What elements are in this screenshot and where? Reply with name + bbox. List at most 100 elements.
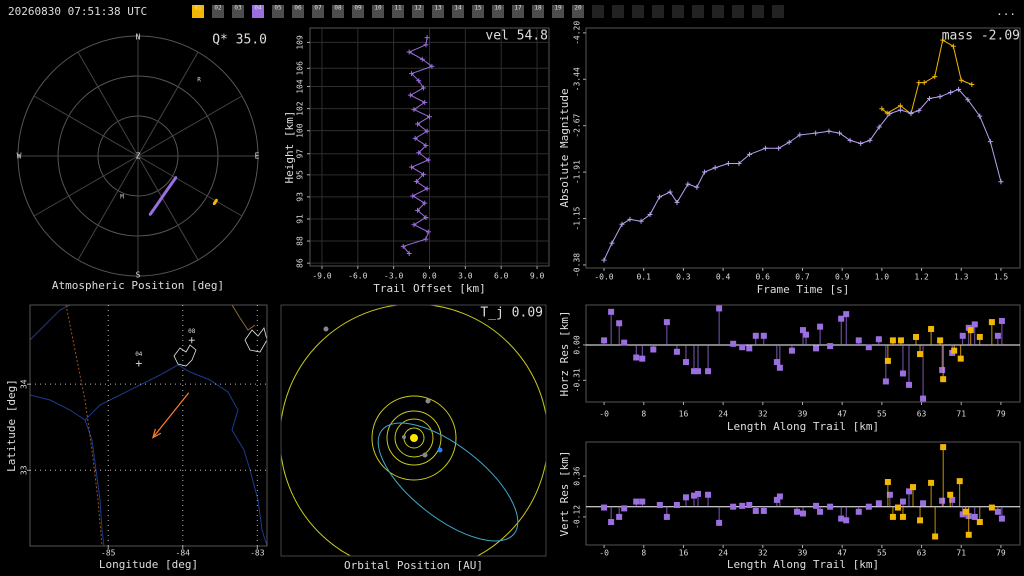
point-marker xyxy=(409,71,415,77)
residual-point xyxy=(899,498,906,505)
polar-spoke xyxy=(137,51,199,157)
station-label: 04 xyxy=(135,351,143,358)
x-tick-label: -85 xyxy=(101,549,116,558)
track-point xyxy=(215,198,218,202)
camera-tab[interactable] xyxy=(572,5,584,18)
camera-tab[interactable] xyxy=(192,5,204,18)
residual-point xyxy=(998,515,1005,522)
point-marker xyxy=(712,165,718,171)
residual-point xyxy=(928,325,935,332)
y-tick-label: 97 xyxy=(296,149,305,159)
annotation: vel 54.8 xyxy=(485,29,548,44)
point-marker xyxy=(725,160,731,166)
point-marker xyxy=(411,107,417,113)
camera-tab-label: 11 xyxy=(394,5,402,12)
coastline xyxy=(30,305,71,341)
residual-point xyxy=(884,357,891,364)
residual-point xyxy=(793,508,800,515)
residual-point xyxy=(940,376,947,383)
y-tick-label: 100 xyxy=(296,123,305,138)
x-tick-label: 0.1 xyxy=(636,273,651,282)
planet xyxy=(425,398,431,404)
camera-tab[interactable] xyxy=(532,5,544,18)
camera-tab[interactable] xyxy=(472,5,484,18)
residual-point xyxy=(875,500,882,507)
y-tick-label: -0.31 xyxy=(573,368,582,392)
x-tick-label: 55 xyxy=(877,549,887,558)
empty-tab xyxy=(592,5,604,18)
camera-tab[interactable] xyxy=(292,5,304,18)
residual-point xyxy=(800,510,806,517)
residual-point xyxy=(682,494,689,501)
residual-point xyxy=(663,319,670,326)
residual-point xyxy=(601,337,608,344)
camera-tab-label: 09 xyxy=(354,5,362,12)
residual-point xyxy=(730,340,737,347)
empty-tab xyxy=(752,5,764,18)
camera-tab[interactable] xyxy=(312,5,324,18)
camera-tab[interactable] xyxy=(492,5,504,18)
residual-point xyxy=(917,351,924,358)
point-marker xyxy=(884,110,890,116)
camera-tab-label: 05 xyxy=(274,5,282,12)
residual-point xyxy=(998,317,1005,324)
x-tick-label: 71 xyxy=(956,549,966,558)
residual-point xyxy=(956,478,963,485)
point-marker xyxy=(424,128,430,134)
camera-tab[interactable] xyxy=(552,5,564,18)
x-axis-label: Length Along Trail [km] xyxy=(727,420,879,433)
camera-tab[interactable] xyxy=(272,5,284,18)
residual-point xyxy=(621,339,628,346)
camera-tab[interactable] xyxy=(392,5,404,18)
residual-point xyxy=(827,343,834,350)
point-marker xyxy=(400,243,406,249)
point-marker xyxy=(667,189,673,195)
residual-point xyxy=(976,519,983,526)
residual-point xyxy=(939,497,946,504)
residual-point xyxy=(917,517,924,524)
planet-orbit xyxy=(371,395,457,481)
x-tick-label: 1.2 xyxy=(914,273,929,282)
residual-point xyxy=(788,347,795,354)
camera-tab[interactable] xyxy=(512,5,524,18)
state-border xyxy=(65,305,103,546)
point-marker xyxy=(837,130,843,136)
x-axis-label: Length Along Trail [km] xyxy=(727,558,879,571)
earth xyxy=(437,447,443,453)
station-label: R xyxy=(197,77,201,84)
residual-point xyxy=(965,531,972,538)
x-tick-label: 55 xyxy=(877,410,887,419)
point-marker xyxy=(423,236,429,242)
residual-point xyxy=(988,504,995,511)
empty-tab xyxy=(712,5,724,18)
camera-tab[interactable] xyxy=(332,5,344,18)
camera-tab-label: 06 xyxy=(294,5,302,12)
residual-point xyxy=(951,347,958,354)
menu-button[interactable]: ... xyxy=(996,5,1016,18)
river xyxy=(84,364,267,546)
camera-tab[interactable] xyxy=(212,5,224,18)
residual-point xyxy=(773,359,780,366)
orbit-frame xyxy=(280,304,547,557)
zenith-label: Z xyxy=(136,152,141,161)
point-marker xyxy=(694,184,700,190)
point-marker xyxy=(867,137,873,143)
residual-point xyxy=(608,519,615,526)
camera-tab[interactable] xyxy=(412,5,424,18)
residual-point xyxy=(967,327,974,334)
camera-tab-label: 12 xyxy=(414,5,422,12)
station-label: 08 xyxy=(188,328,196,335)
camera-tab[interactable] xyxy=(252,5,264,18)
polar-spoke xyxy=(77,155,139,261)
compass-label: W xyxy=(17,152,22,161)
camera-tab-label: 03 xyxy=(234,5,242,12)
camera-tab[interactable] xyxy=(352,5,364,18)
camera-tab[interactable] xyxy=(452,5,464,18)
x-tick-label: -0.0 xyxy=(594,273,613,282)
camera-tab[interactable] xyxy=(232,5,244,18)
arrow-head xyxy=(152,428,162,439)
camera-tab[interactable] xyxy=(372,5,384,18)
residual-point xyxy=(639,498,646,505)
camera-tab[interactable] xyxy=(432,5,444,18)
point-marker xyxy=(879,106,885,112)
